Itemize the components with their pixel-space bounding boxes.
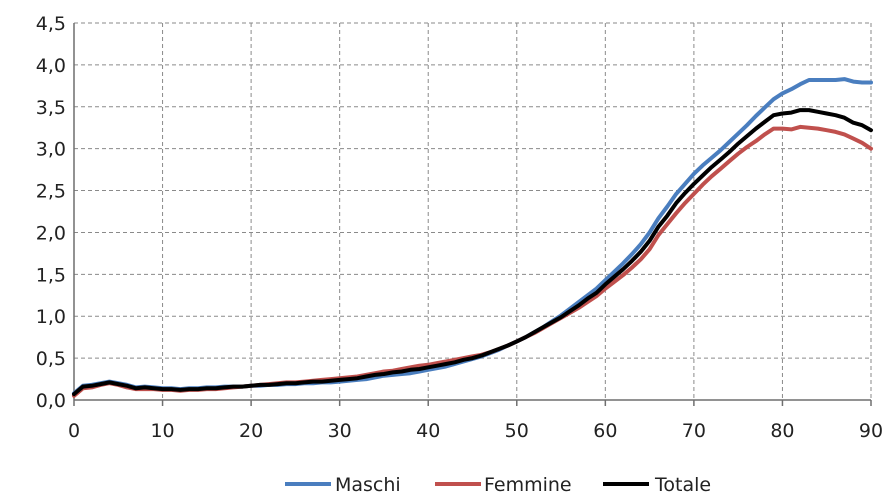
legend-label: Totale: [654, 474, 711, 496]
x-tick-label: 90: [859, 420, 883, 442]
y-tick-label: 4,5: [36, 13, 66, 35]
series-line-maschi: [72, 77, 873, 396]
x-tick-label: 50: [505, 420, 529, 442]
y-tick-label: 3,5: [36, 97, 66, 119]
y-tick-label: 1,0: [36, 306, 66, 328]
y-tick-label: 2,5: [36, 181, 66, 203]
legend: Maschi Femmine Totale: [285, 474, 711, 496]
x-tick-label: 0: [68, 420, 80, 442]
x-tick-label: 70: [682, 420, 706, 442]
legend-label: Maschi: [335, 474, 401, 496]
series-lines: [72, 77, 873, 398]
x-tick-label: 80: [770, 420, 794, 442]
legend-item-maschi: Maschi: [285, 474, 401, 496]
grid: [74, 22, 872, 400]
x-axis-tick-labels: 0 10 20 30 40 50 60 70 80 90: [68, 420, 883, 442]
y-tick-label: 1,5: [36, 264, 66, 286]
y-tick-label: 0,5: [36, 348, 66, 370]
y-tick-label: 2,0: [36, 222, 66, 244]
y-tick-label: 4,0: [36, 55, 66, 77]
y-axis-tick-labels: 0,0 0,5 1,0 1,5 2,0 2,5 3,0 3,5 4,0 4,5: [36, 13, 66, 412]
legend-item-femmine: Femmine: [435, 474, 572, 496]
x-tick-label: 20: [239, 420, 263, 442]
y-tick-label: 0,0: [36, 390, 66, 412]
x-tick-label: 40: [416, 420, 440, 442]
x-tick-label: 30: [328, 420, 352, 442]
series-line-totale: [72, 108, 873, 397]
y-tick-label: 3,0: [36, 139, 66, 161]
legend-label: Femmine: [484, 474, 572, 496]
x-tick-label: 60: [593, 420, 617, 442]
series-line-femmine: [72, 124, 873, 398]
legend-item-totale: Totale: [603, 474, 711, 496]
x-tick-label: 10: [150, 420, 174, 442]
axes: [73, 23, 872, 406]
